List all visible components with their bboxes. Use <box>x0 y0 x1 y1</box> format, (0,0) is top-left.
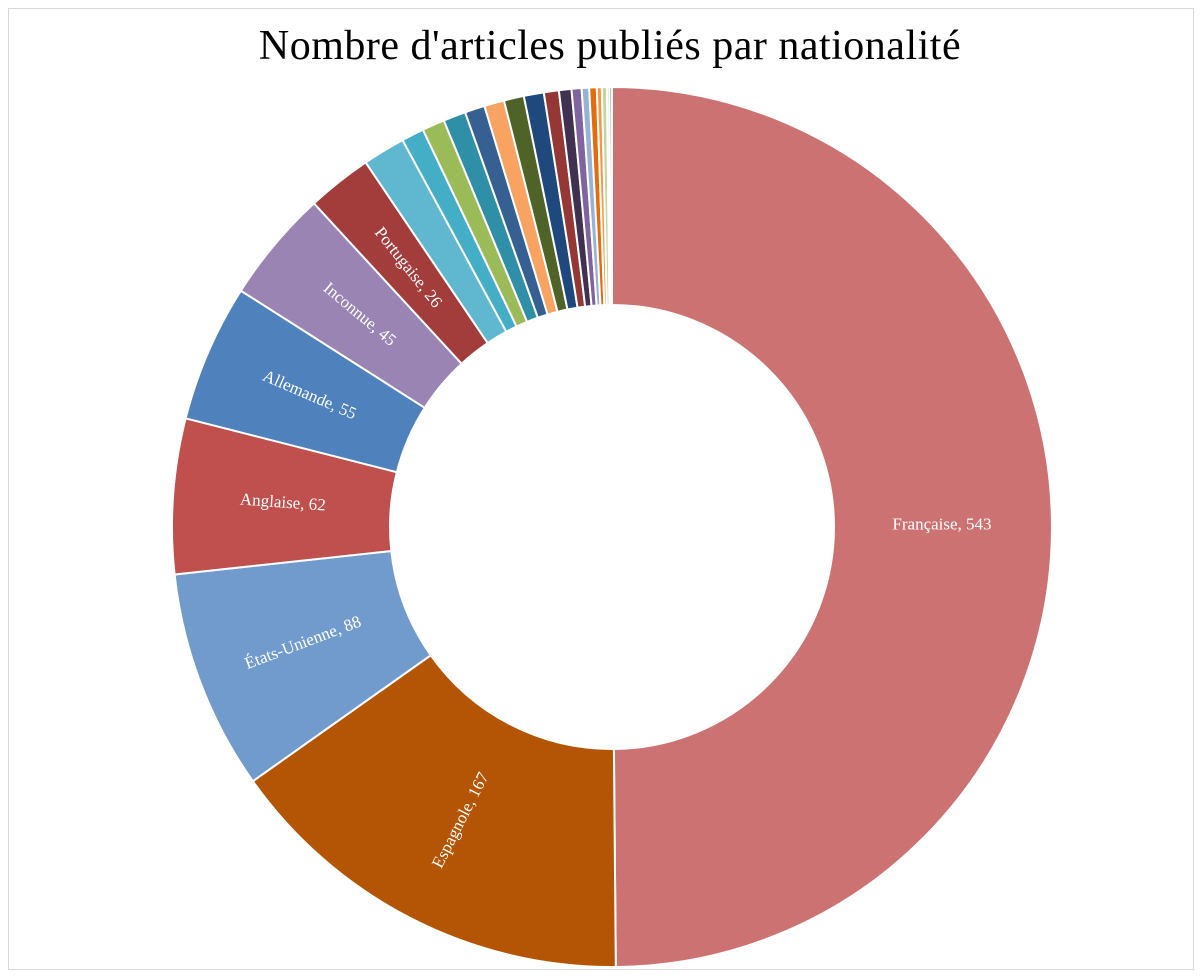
slice-francaise <box>611 85 1054 968</box>
data-label-francaise: Française, 543 <box>892 514 991 533</box>
chart-title: Nombre d'articles publiés par nationalit… <box>258 23 962 69</box>
slice-espagnole <box>251 653 617 968</box>
slice-24 <box>608 85 613 307</box>
